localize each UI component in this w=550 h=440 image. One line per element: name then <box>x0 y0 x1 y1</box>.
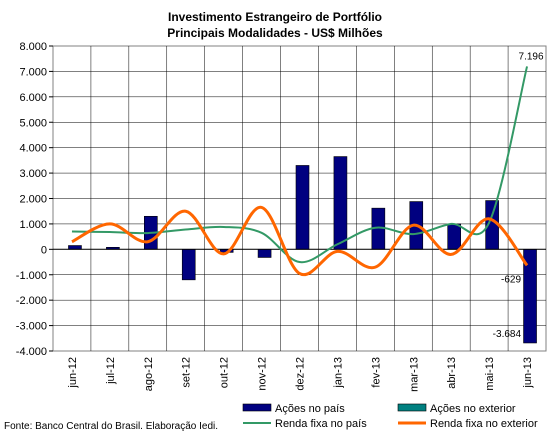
y-axis: 8.000 7.000 6.000 5.000 4.000 3.000 2.000 1.000… <box>16 41 53 358</box>
y-tick-label: -3.000 <box>16 321 47 333</box>
x-tick-label: mar-13 <box>408 357 420 392</box>
x-tick-label: out-12 <box>219 357 231 388</box>
y-tick-label: 4.000 <box>19 143 47 155</box>
data-label: -629 <box>501 274 521 285</box>
x-tick-label: dez-12 <box>295 357 307 391</box>
y-tick-label: 7.000 <box>19 66 47 78</box>
x-tick-label: jul-12 <box>105 357 117 385</box>
y-tick-label: 8.000 <box>19 41 47 53</box>
legend-label: Renda fixa no exterior <box>430 418 538 430</box>
bar-a-es-no-pa-s-nov-12 <box>257 249 272 258</box>
bar-a-es-no-pa-s-jun-12 <box>68 245 82 250</box>
x-tick-label: fev-13 <box>370 357 382 388</box>
legend-swatch <box>242 403 272 412</box>
bar-a-es-no-pa-s-set-12 <box>181 249 196 281</box>
y-tick-label: 2.000 <box>19 194 47 206</box>
y-tick-label: -1.000 <box>16 270 47 282</box>
legend-label: Renda fixa no país <box>275 418 367 430</box>
x-tick-label: abr-13 <box>446 357 458 389</box>
y-tick-label: 6.000 <box>19 92 47 104</box>
legend-label: Ações no país <box>275 403 345 415</box>
legend-swatch <box>397 403 427 412</box>
data-label: 7.196 <box>519 51 544 62</box>
chart-title: Investimento Estrangeiro de Portfólio <box>168 10 382 24</box>
x-axis: jun-12 jul-12 ago-12 set-12 out-12 nov-12 dez-… <box>67 357 534 392</box>
x-tick-label: ago-12 <box>143 357 155 391</box>
line-renda-fixa-no-pa-s <box>71 66 529 264</box>
bar-a-es-no-pa-s-abr-13 <box>447 223 461 250</box>
x-tick-label: jun-13 <box>522 357 534 389</box>
y-tick-label: -4.000 <box>16 346 47 358</box>
y-tick-label: 0 <box>41 244 47 256</box>
legend: Ações no país Ações no exterior Renda fixa… <box>242 403 538 430</box>
y-tick-label: -2.000 <box>16 295 47 307</box>
bar-a-es-no-pa-s-dez-12 <box>295 165 310 250</box>
x-tick-label: set-12 <box>181 357 193 388</box>
x-tick-label: mai-13 <box>484 357 496 391</box>
data-label: -3.684 <box>493 329 522 340</box>
y-tick-label: 3.000 <box>19 168 47 180</box>
source-note: Fonte: Banco Central do Brasil. Elaboraç… <box>4 421 218 432</box>
x-tick-label: jun-12 <box>67 357 79 389</box>
x-tick-label: nov-12 <box>257 357 269 391</box>
line-renda-fixa-no-exterior <box>71 205 529 277</box>
data-labels: 7.196 -629 -3.684 <box>493 51 544 340</box>
line-layer <box>71 66 529 277</box>
bar-a-es-no-pa-s-jan-13 <box>333 156 348 250</box>
legend-label: Ações no exterior <box>430 403 516 415</box>
y-tick-label: 1.000 <box>19 219 47 231</box>
x-tick-label: jan-13 <box>332 357 344 389</box>
chart-subtitle: Principais Modalidades - US$ Milhões <box>167 26 383 40</box>
y-tick-label: 5.000 <box>19 117 47 129</box>
